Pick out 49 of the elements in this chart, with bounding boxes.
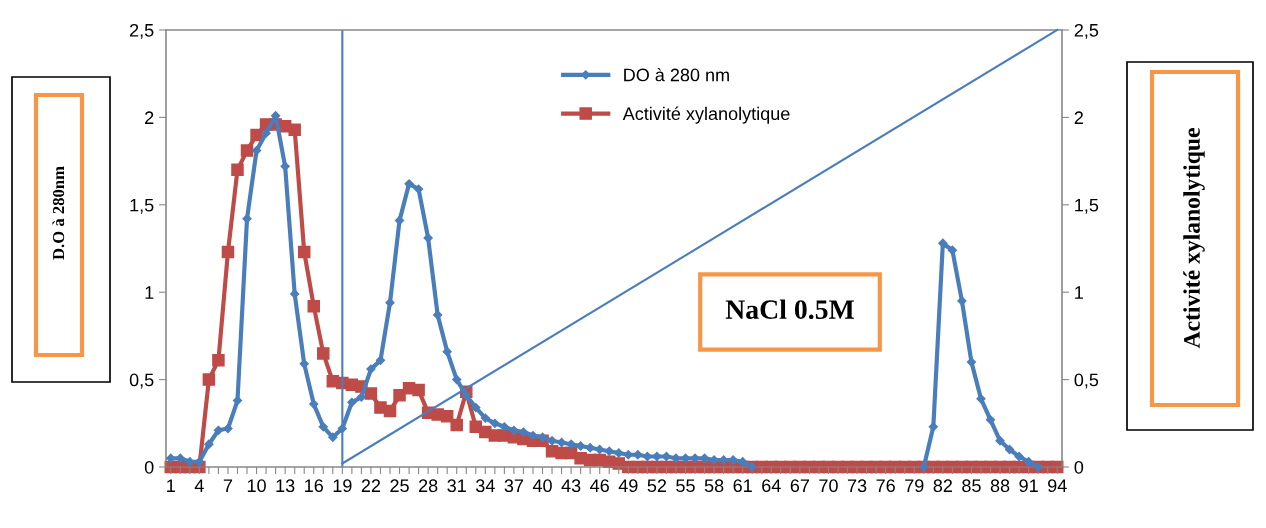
x-tick-label: 40 bbox=[532, 479, 552, 493]
x-tick-label: 16 bbox=[305, 479, 323, 493]
x-tick-label: 70 bbox=[819, 479, 838, 493]
legend-label: DO à 280 nm bbox=[624, 67, 729, 82]
x-tick-label: 10 bbox=[247, 479, 266, 493]
x-tick-label: 91 bbox=[1019, 479, 1038, 493]
x-tick-label: 4 bbox=[194, 479, 204, 492]
x-tick-label: 88 bbox=[990, 479, 1010, 493]
y-tick-label: 0 bbox=[144, 460, 154, 474]
y2-tick-label: 0,5 bbox=[1074, 373, 1099, 389]
y2-tick-label: 1,5 bbox=[1075, 198, 1099, 214]
x-tick-label: 85 bbox=[962, 479, 981, 493]
x-tick-label: 55 bbox=[676, 479, 695, 493]
x-tick-label: 64 bbox=[762, 479, 781, 493]
y-tick-label: 0,5 bbox=[129, 373, 154, 389]
x-tick-label: 94 bbox=[1048, 479, 1067, 493]
y2-tick-label: 1 bbox=[1075, 286, 1083, 299]
x-tick-label: 52 bbox=[647, 479, 667, 493]
y2-tick-label: 2 bbox=[1074, 111, 1083, 124]
y2-tick-label: 2,5 bbox=[1074, 23, 1099, 39]
x-tick-label: 1 bbox=[167, 479, 175, 492]
x-tick-label: 43 bbox=[561, 479, 581, 493]
annotation: NaCl 0.5M bbox=[725, 299, 854, 320]
x-tick-label: 61 bbox=[733, 479, 752, 493]
x-tick-label: 73 bbox=[847, 479, 867, 493]
x-tick-label: 58 bbox=[704, 479, 724, 493]
x-tick-label: 31 bbox=[447, 479, 466, 493]
x-tick-label: 22 bbox=[361, 479, 381, 492]
x-tick-label: 7 bbox=[223, 479, 233, 492]
y2-tick-label: 0 bbox=[1074, 460, 1084, 474]
y-tick-label: 1,5 bbox=[130, 198, 154, 214]
x-tick-label: 76 bbox=[876, 479, 895, 493]
x-tick-label: 34 bbox=[475, 479, 495, 493]
y-tick-label: 2 bbox=[145, 111, 154, 124]
x-tick-label: 19 bbox=[333, 479, 352, 493]
x-tick-label: 79 bbox=[905, 479, 924, 493]
x-tick-label: 25 bbox=[390, 479, 409, 493]
y-axis-title: D.O à 280nm bbox=[52, 166, 65, 260]
x-tick-label: 82 bbox=[933, 479, 952, 493]
x-tick-label: 13 bbox=[276, 479, 295, 493]
legend-label: Activité xylanolytique bbox=[622, 106, 790, 124]
x-tick-label: 46 bbox=[590, 479, 609, 493]
y2-axis-title: Activité xylanolytique bbox=[1183, 128, 1205, 349]
y-tick-label: 2,5 bbox=[130, 23, 154, 39]
x-tick-label: 49 bbox=[618, 479, 638, 493]
x-tick-label: 67 bbox=[790, 479, 810, 493]
y-tick-label: 1 bbox=[145, 286, 154, 299]
x-tick-label: 37 bbox=[504, 479, 524, 493]
x-tick-label: 28 bbox=[419, 479, 438, 493]
